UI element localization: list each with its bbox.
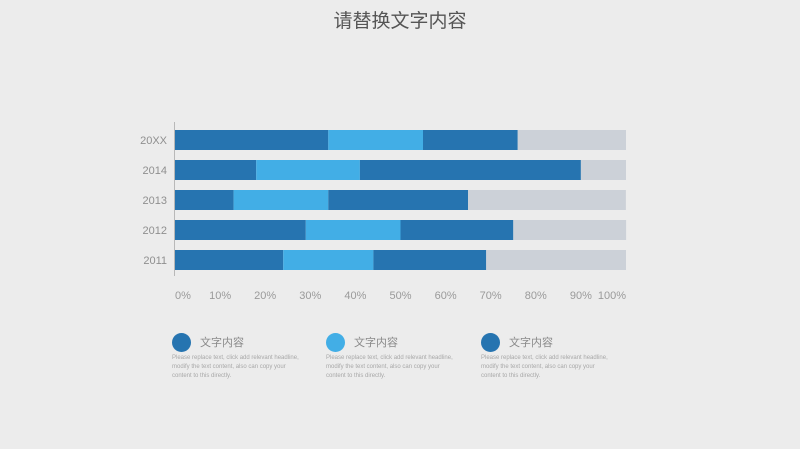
x-tick-label: 10%: [209, 290, 231, 302]
bar-segment-20XX-4: [517, 130, 626, 150]
legend-label-1: 文字内容: [200, 336, 244, 349]
bar-segment-2013-1: [175, 190, 234, 210]
x-tick-label: 30%: [299, 290, 321, 302]
bar-segment-2013-4: [468, 190, 626, 210]
y-tick-label: 2011: [143, 255, 167, 267]
x-tick-label: 20%: [254, 290, 276, 302]
legend-label-3: 文字内容: [509, 336, 553, 349]
legend-description-1: Please replace text, click add relevant …: [172, 355, 299, 379]
bar-segment-2013-2: [233, 190, 329, 210]
bar-segment-2012-4: [513, 220, 627, 240]
legend-dot-2: [326, 333, 345, 352]
y-tick-label: 2014: [143, 165, 167, 177]
legend-description-2: Please replace text, click add relevant …: [326, 355, 453, 379]
chart-title: 请替换文字内容: [333, 10, 467, 32]
legend-description-3: Please replace text, click add relevant …: [481, 355, 608, 379]
x-tick-label: 40%: [344, 290, 366, 302]
bar-segment-2012-2: [305, 220, 401, 240]
y-tick-label: 2012: [143, 225, 167, 237]
bar-segment-2012-3: [400, 220, 514, 240]
bar-segment-20XX-1: [175, 130, 329, 150]
bar-segment-20XX-3: [423, 130, 518, 150]
legend-label-2: 文字内容: [354, 336, 398, 349]
bar-segment-2014-3: [359, 160, 581, 180]
bar-segment-2011-4: [486, 250, 626, 270]
x-tick-label: 0%: [175, 290, 191, 302]
bar-segment-2014-2: [256, 160, 360, 180]
x-tick-label: 50%: [389, 290, 411, 302]
bar-segment-20XX-2: [328, 130, 423, 150]
x-tick-label: 80%: [525, 290, 547, 302]
legend-dot-3: [481, 333, 500, 352]
legend-dot-1: [172, 333, 191, 352]
y-tick-label: 20XX: [140, 135, 168, 147]
bar-segment-2011-3: [373, 250, 487, 270]
y-tick-label: 2013: [143, 195, 167, 207]
x-tick-label: 70%: [480, 290, 502, 302]
x-tick-label: 100%: [598, 290, 626, 302]
bar-segment-2011-2: [283, 250, 374, 270]
bar-segment-2014-1: [175, 160, 257, 180]
bar-segment-2012-1: [175, 220, 306, 240]
bar-segment-2013-3: [328, 190, 469, 210]
x-tick-label: 90%: [570, 290, 592, 302]
bar-segment-2011-1: [175, 250, 284, 270]
bar-segment-2014-4: [580, 160, 626, 180]
x-tick-label: 60%: [435, 290, 457, 302]
